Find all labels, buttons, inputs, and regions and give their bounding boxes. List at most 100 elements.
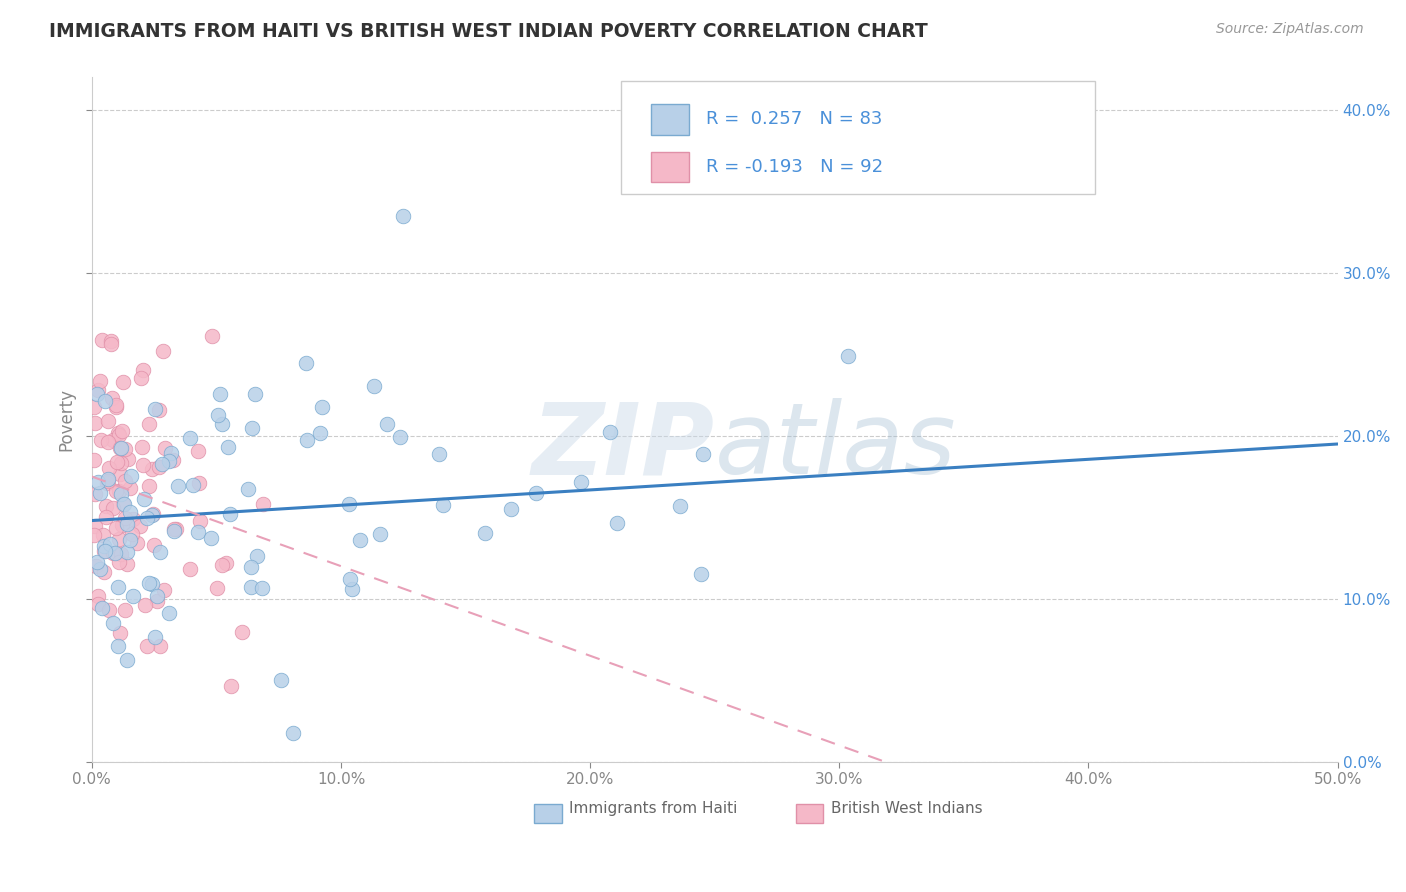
Point	[103, 433, 125, 447]
Point	[120, 468, 142, 483]
Point	[363, 379, 385, 393]
Point	[339, 572, 361, 586]
Point	[311, 400, 333, 414]
Point	[98, 537, 121, 551]
Point	[143, 630, 166, 644]
Text: Source: ZipAtlas.com: Source: ZipAtlas.com	[1216, 22, 1364, 37]
Point	[115, 558, 138, 572]
Point	[246, 549, 269, 563]
FancyBboxPatch shape	[651, 152, 689, 182]
FancyBboxPatch shape	[621, 81, 1095, 194]
Point	[83, 528, 105, 542]
Point	[90, 433, 112, 447]
Point	[101, 500, 124, 515]
Point	[84, 519, 107, 533]
Point	[96, 509, 118, 524]
Point	[349, 533, 371, 548]
Point	[94, 393, 117, 408]
Point	[141, 576, 163, 591]
Point	[187, 524, 209, 539]
Point	[122, 589, 145, 603]
Point	[107, 639, 129, 653]
Point	[375, 417, 398, 432]
Point	[131, 371, 153, 385]
Point	[108, 483, 131, 498]
Point	[121, 527, 143, 541]
Point	[104, 398, 127, 412]
Point	[87, 475, 110, 489]
Point	[148, 403, 170, 417]
Point	[117, 451, 139, 466]
Point	[136, 510, 159, 524]
Point	[115, 516, 138, 531]
Point	[108, 441, 131, 455]
Point	[128, 518, 150, 533]
Point	[153, 442, 176, 456]
Point	[157, 606, 180, 620]
Point	[86, 386, 108, 401]
Point	[87, 590, 110, 604]
Point	[93, 566, 115, 580]
Point	[308, 425, 330, 440]
Point	[118, 482, 141, 496]
Point	[146, 590, 169, 604]
Point	[250, 581, 273, 595]
Point	[150, 457, 173, 471]
Point	[110, 441, 132, 455]
Point	[101, 546, 124, 560]
Point	[108, 467, 131, 481]
Point	[91, 334, 114, 348]
Point	[110, 486, 132, 500]
Point	[143, 538, 166, 552]
Point	[105, 400, 128, 414]
Text: R = -0.193   N = 92: R = -0.193 N = 92	[706, 158, 883, 176]
Point	[474, 526, 496, 541]
Point	[114, 603, 136, 617]
Point	[141, 462, 163, 476]
Point	[146, 593, 169, 607]
Point	[181, 478, 204, 492]
Point	[103, 615, 125, 630]
Point	[188, 476, 211, 491]
Point	[83, 400, 105, 414]
Point	[138, 575, 160, 590]
Point	[208, 386, 231, 401]
Point	[104, 521, 127, 535]
Point	[136, 639, 159, 653]
Point	[131, 440, 153, 454]
Point	[93, 539, 115, 553]
Point	[187, 444, 209, 458]
Point	[143, 401, 166, 416]
Point	[240, 580, 263, 594]
Point	[179, 431, 201, 445]
Point	[97, 460, 120, 475]
Point	[107, 580, 129, 594]
Point	[114, 475, 136, 489]
Point	[606, 516, 628, 530]
Point	[211, 417, 233, 432]
Point	[108, 625, 131, 640]
Point	[84, 558, 107, 573]
Point	[115, 545, 138, 559]
Point	[163, 522, 186, 536]
Point	[91, 528, 114, 542]
Point	[83, 453, 105, 467]
Point	[97, 413, 120, 427]
Point	[153, 582, 176, 597]
Text: Immigrants from Haiti: Immigrants from Haiti	[569, 801, 737, 816]
FancyBboxPatch shape	[534, 804, 561, 823]
Point	[690, 566, 713, 581]
Point	[837, 349, 859, 363]
Point	[149, 545, 172, 559]
Y-axis label: Poverty: Poverty	[58, 388, 75, 451]
Text: British West Indians: British West Indians	[831, 801, 983, 816]
Point	[120, 505, 142, 519]
Point	[281, 726, 304, 740]
Point	[138, 417, 160, 432]
Point	[221, 679, 243, 693]
Point	[569, 475, 592, 489]
Point	[122, 512, 145, 526]
Point	[111, 375, 134, 389]
Point	[166, 522, 188, 536]
Point	[110, 547, 132, 561]
